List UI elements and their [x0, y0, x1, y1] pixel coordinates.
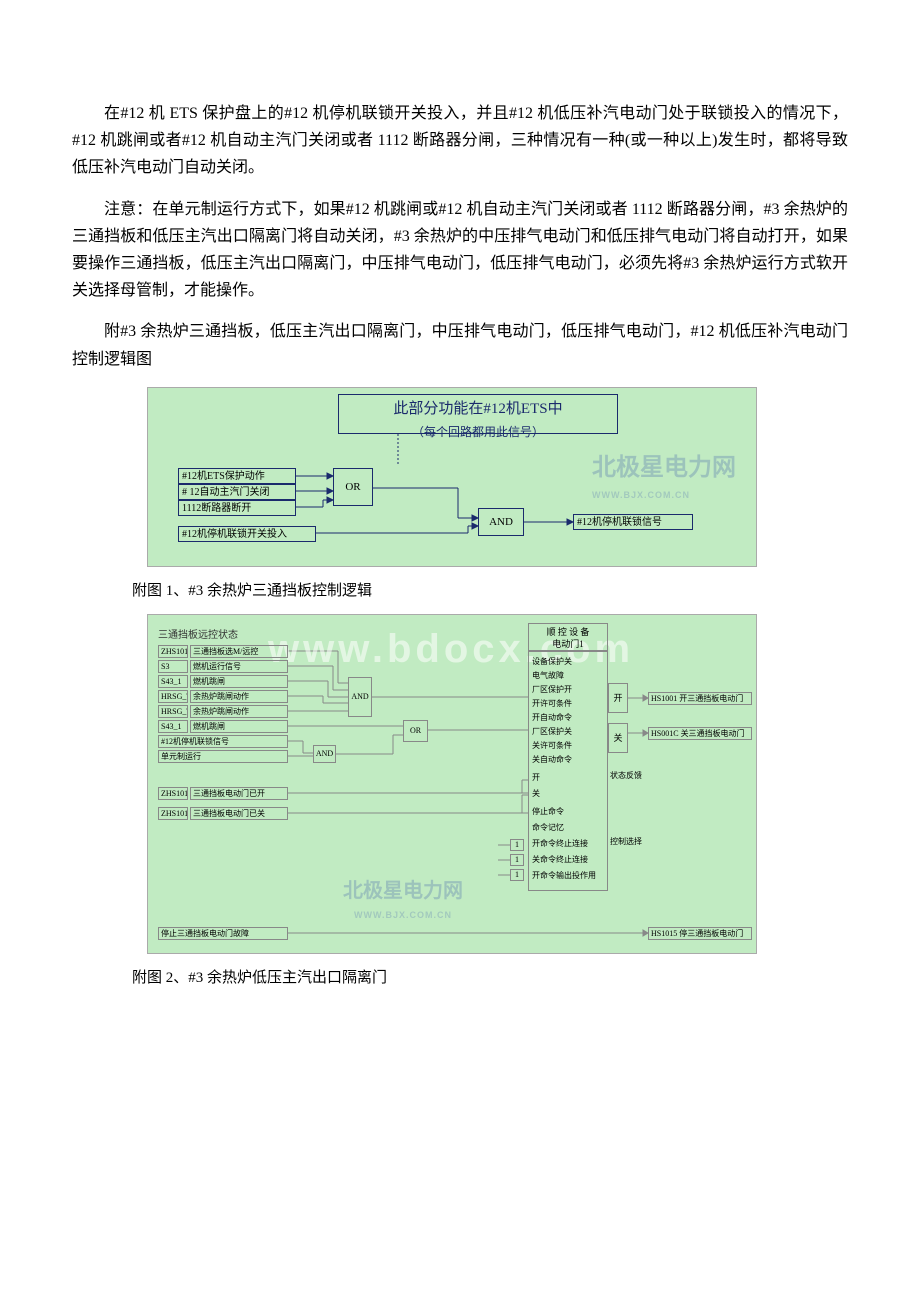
- d1-and-gate: AND: [478, 508, 524, 536]
- d2-side-open: 开: [608, 683, 628, 713]
- d1-wm-url: WWW.BJX.COM.CN: [592, 488, 736, 503]
- d1-title-line1: 此部分功能在#12机ETS中: [339, 397, 617, 423]
- d1-or-gate: OR: [333, 468, 373, 506]
- d2-wm-url: WWW.BJX.COM.CN: [343, 908, 463, 923]
- d2-in-label-7: 单元制运行: [158, 750, 288, 763]
- d2-out-open: HS1001 开三通挡板电动门: [648, 692, 752, 705]
- d2-pi-7: 关自动命令: [532, 753, 572, 767]
- d2-st-label-1: 三通挡板电动门已关: [190, 807, 288, 820]
- d2-in-label-2: 燃机跳闸: [190, 675, 288, 688]
- d2-out-close: HS001C 关三通挡板电动门: [648, 727, 752, 740]
- d2-panel-t2: 电动门1: [529, 638, 607, 650]
- d2-pi-4: 开自动命令: [532, 711, 572, 725]
- d2-panel-t1: 顺 控 设 备: [529, 626, 607, 638]
- d2-watermark-logo: 北极星电力网 WWW.BJX.COM.CN: [343, 874, 463, 923]
- d2-wm-text: 北极星电力网: [343, 880, 463, 902]
- d1-watermark: 北极星电力网 WWW.BJX.COM.CN: [592, 448, 736, 504]
- diagram-1-ets: 此部分功能在#12机ETS中 （每个回路都用此信号） #12机ETS保护动作 #…: [147, 387, 757, 567]
- d2-pi-14: 开命令输出投作用: [532, 869, 596, 883]
- d1-input-2: 1112断路器断开: [178, 500, 296, 516]
- d2-pi-11: 命令记忆: [532, 821, 564, 835]
- d2-or-gate: OR: [403, 720, 428, 742]
- caption-1: 附图 1、#3 余热炉三通挡板控制逻辑: [102, 579, 848, 605]
- d2-side-close: 关: [608, 723, 628, 753]
- d2-st-code-1: ZHS101B: [158, 807, 188, 820]
- d2-one-1: 1: [510, 839, 524, 851]
- paragraph-2: 注意：在单元制运行方式下，如果#12 机跳闸或#12 机自动主汽门关闭或者 11…: [72, 196, 848, 305]
- d2-in-code-3: HRSG_TZ: [158, 690, 188, 703]
- d2-st-code-0: ZHS101A: [158, 787, 188, 800]
- d2-st-label-0: 三通挡板电动门已开: [190, 787, 288, 800]
- d2-in-code-2: S43_1: [158, 675, 188, 688]
- d2-one-3: 1: [510, 869, 524, 881]
- d2-in-code-0: ZHS1017: [158, 645, 188, 658]
- d2-pi-8: 开: [532, 771, 540, 785]
- d2-in-code-1: S3: [158, 660, 188, 673]
- d2-in-label-5: 燃机跳闸: [190, 720, 288, 733]
- d1-wm-text: 北极星电力网: [592, 454, 736, 481]
- d2-in-label-3: 余热炉跳闸动作: [190, 690, 288, 703]
- d2-pi-9: 关: [532, 787, 540, 801]
- d2-in-label-4: 余热炉跳闸动作: [190, 705, 288, 718]
- d2-pi-2: 厂区保护开: [532, 683, 572, 697]
- d1-output: #12机停机联锁信号: [573, 514, 693, 530]
- d2-panel-title: 顺 控 设 备 电动门1: [528, 623, 608, 651]
- d2-side-ctrl: 控制选择: [610, 837, 630, 847]
- d2-pi-10: 停止命令: [532, 805, 564, 819]
- d2-out-stop: HS1015 停三通挡板电动门: [648, 927, 752, 940]
- d2-pi-0: 设备保护关: [532, 655, 572, 669]
- d2-and-gate-2: AND: [313, 745, 336, 763]
- caption-2: 附图 2、#3 余热炉低压主汽出口隔离门: [102, 966, 848, 992]
- d2-header: 三通挡板远控状态: [158, 627, 238, 644]
- d1-input-1: # 12自动主汽门关闭: [178, 484, 296, 500]
- d2-pi-3: 开许可条件: [532, 697, 572, 711]
- d2-pi-1: 电气故障: [532, 669, 564, 683]
- d1-title-line2: （每个回路都用此信号）: [339, 422, 617, 442]
- d2-pi-13: 关命令终止连接: [532, 853, 588, 867]
- d2-in-label-1: 燃机运行信号: [190, 660, 288, 673]
- d2-and-gate-1: AND: [348, 677, 372, 717]
- d2-pi-6: 关许可条件: [532, 739, 572, 753]
- d2-side-state: 状态反馈: [610, 771, 630, 781]
- d2-in-code-5: S43_1: [158, 720, 188, 733]
- paragraph-1: 在#12 机 ETS 保护盘上的#12 机停机联锁开关投入，并且#12 机低压补…: [72, 100, 848, 182]
- d2-in-code-4: HRSG_TZ: [158, 705, 188, 718]
- d2-bottom-input: 停止三通挡板电动门故障: [158, 927, 288, 940]
- d2-one-2: 1: [510, 854, 524, 866]
- d2-in-label-6: #12机停机联锁信号: [158, 735, 288, 748]
- diagram-2-damper: www.bdocx.com 三通挡板远控状态 ZHS1017 三通挡板选M/远控…: [147, 614, 757, 954]
- d1-input-0: #12机ETS保护动作: [178, 468, 296, 484]
- d1-input-3: #12机停机联锁开关投入: [178, 526, 316, 542]
- d2-pi-5: 厂区保护关: [532, 725, 572, 739]
- d1-title-box: 此部分功能在#12机ETS中 （每个回路都用此信号）: [338, 394, 618, 434]
- d2-pi-12: 开命令终止连接: [532, 837, 588, 851]
- paragraph-3: 附#3 余热炉三通挡板，低压主汽出口隔离门，中压排气电动门，低压排气电动门，#1…: [72, 318, 848, 372]
- d2-in-label-0: 三通挡板选M/远控: [190, 645, 288, 658]
